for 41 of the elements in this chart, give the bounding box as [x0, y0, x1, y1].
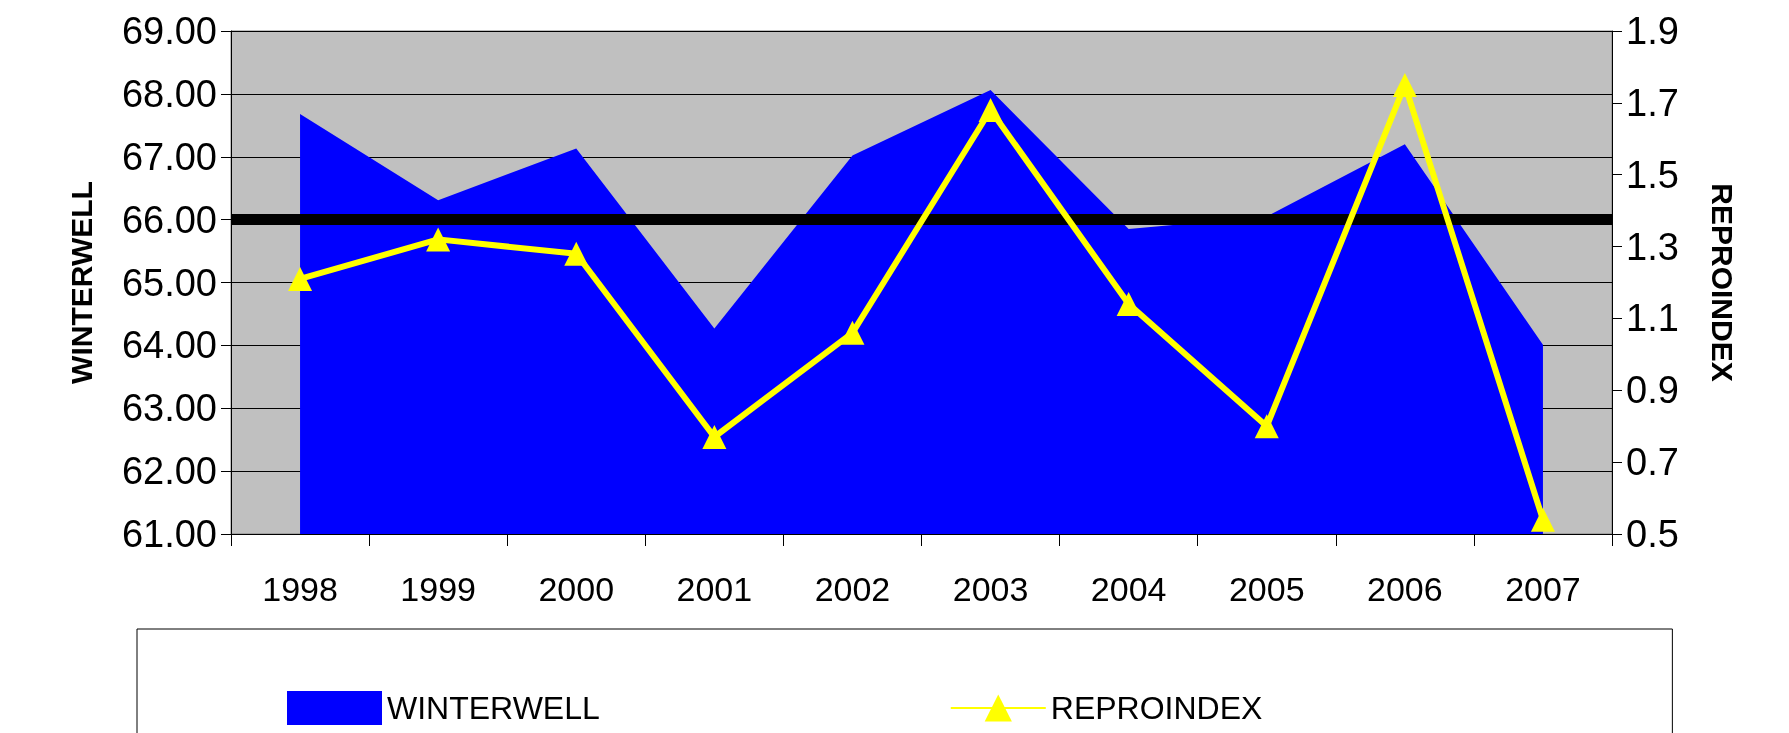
y-axis-title: WINTERWELL: [64, 181, 98, 384]
point: [426, 227, 451, 252]
x-tick-label: 2000: [538, 570, 615, 608]
x-tick-label: 2006: [1367, 570, 1443, 608]
x-tick-label: 1998: [262, 570, 338, 608]
y-tick-label: 68.00: [121, 72, 217, 115]
x-tick-label: 2007: [1505, 570, 1581, 608]
point: [1530, 507, 1555, 532]
point: [1254, 414, 1279, 439]
point: [978, 98, 1003, 123]
y-tick-label: 63.00: [121, 387, 217, 430]
y2-tick-label: 1.3: [1626, 225, 1679, 268]
y2-tick-label: 1.5: [1626, 153, 1679, 196]
y2-tick-label: 1.1: [1626, 297, 1679, 340]
y2-tick-label: 0.5: [1626, 513, 1679, 555]
y2-tick-label: 1.7: [1626, 81, 1679, 124]
x-tick-label: 2003: [952, 570, 1029, 608]
y2-tick-label: 0.7: [1626, 441, 1679, 484]
legend-label: WINTERWELL: [387, 690, 600, 726]
y-tick-label: 64.00: [121, 324, 217, 367]
point: [1392, 72, 1417, 97]
x-tick-label: 2004: [1090, 570, 1167, 608]
point: [702, 424, 727, 449]
y2-tick-label: 1.9: [1626, 10, 1679, 52]
y-tick-label: 69.00: [121, 10, 217, 52]
point: [1116, 292, 1141, 317]
x-tick-label: 2001: [676, 570, 753, 608]
y-tick-label: 65.00: [121, 261, 217, 304]
legend-label: REPROINDEX: [1050, 690, 1263, 726]
x-tick-label: 1999: [400, 570, 476, 608]
y2-axis-title: REPROINDEX: [1705, 183, 1739, 382]
point: [564, 241, 589, 266]
y-tick-label: 62.00: [121, 450, 217, 493]
y-tick-label: 61.00: [121, 513, 217, 555]
y-tick-label: 66.00: [121, 198, 217, 241]
x-tick-label: 2002: [814, 570, 891, 608]
point: [840, 320, 865, 345]
x-tick-label: 2005: [1228, 570, 1305, 608]
y2-tick-label: 0.9: [1626, 369, 1679, 412]
point: [288, 266, 313, 291]
y-tick-label: 67.00: [121, 135, 217, 178]
